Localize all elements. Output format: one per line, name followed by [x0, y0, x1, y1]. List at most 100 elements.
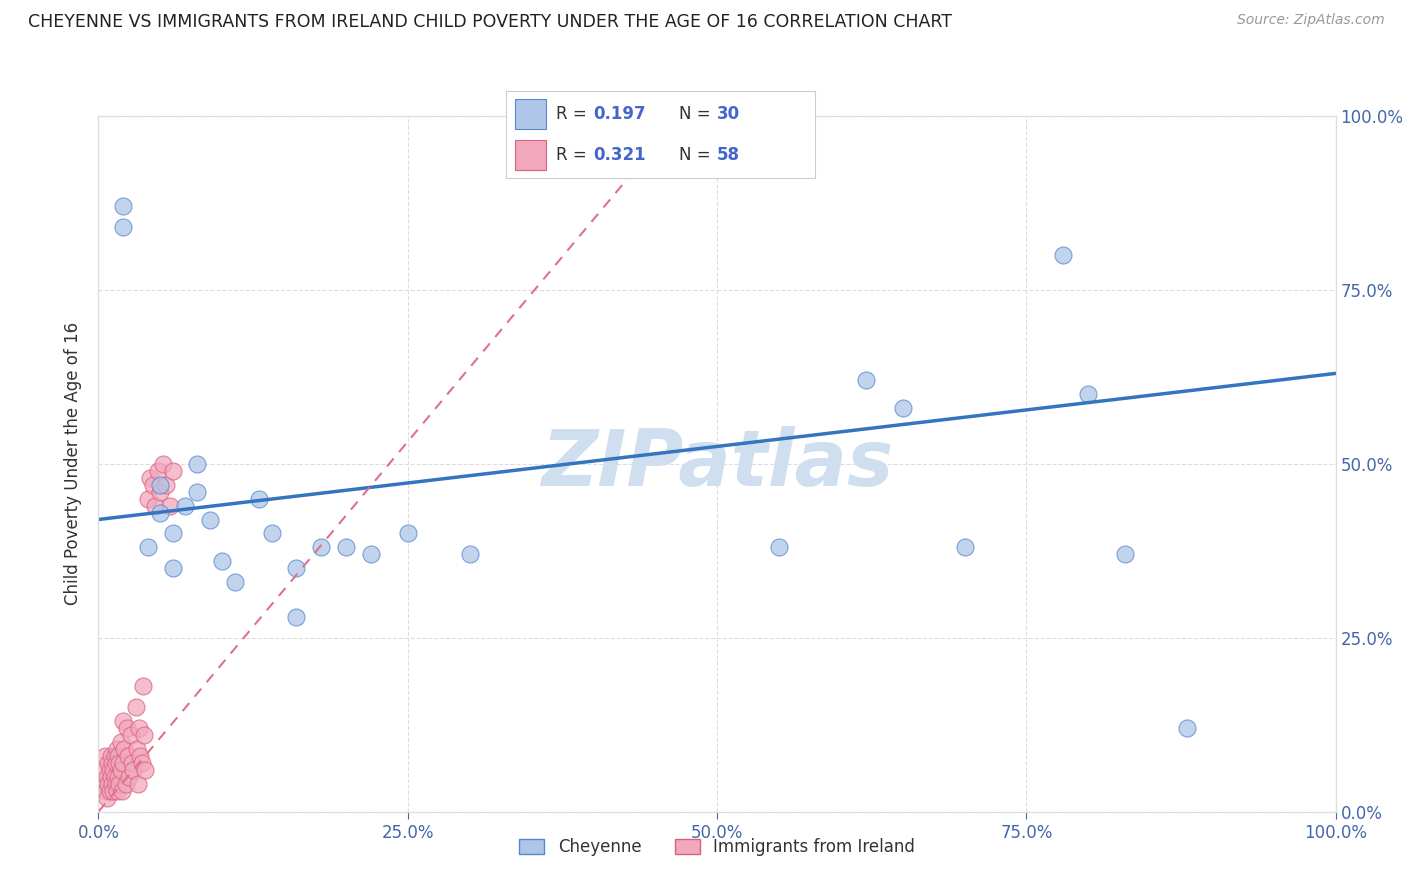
- Point: [112, 199, 135, 213]
- Point: [93, 763, 115, 777]
- Point: [360, 547, 382, 561]
- Point: [136, 541, 159, 555]
- Point: [112, 756, 135, 770]
- Text: Source: ZipAtlas.com: Source: ZipAtlas.com: [1237, 13, 1385, 28]
- Text: R =: R =: [555, 104, 592, 123]
- Point: [118, 770, 141, 784]
- Point: [134, 763, 156, 777]
- Text: 0.321: 0.321: [593, 145, 645, 164]
- Point: [103, 763, 125, 777]
- Point: [110, 735, 132, 749]
- Point: [335, 541, 357, 555]
- Text: 30: 30: [717, 104, 740, 123]
- Point: [159, 499, 181, 513]
- Point: [93, 777, 115, 791]
- Point: [128, 721, 150, 735]
- Point: [105, 742, 128, 756]
- Point: [112, 220, 135, 235]
- Point: [94, 784, 117, 798]
- Point: [96, 770, 118, 784]
- Point: [100, 749, 122, 764]
- Point: [101, 777, 124, 791]
- Text: 58: 58: [717, 145, 740, 164]
- Point: [125, 742, 148, 756]
- Point: [260, 526, 283, 541]
- Point: [97, 756, 120, 770]
- Point: [1077, 387, 1099, 401]
- Point: [103, 770, 125, 784]
- Point: [162, 561, 184, 575]
- Point: [131, 756, 153, 770]
- Point: [93, 749, 115, 764]
- Point: [285, 561, 308, 575]
- Point: [139, 471, 162, 485]
- Point: [129, 749, 152, 764]
- Point: [104, 777, 127, 791]
- Point: [142, 477, 165, 491]
- Point: [107, 770, 129, 784]
- Point: [111, 784, 134, 798]
- Text: 0.197: 0.197: [593, 104, 645, 123]
- Point: [149, 484, 172, 499]
- FancyBboxPatch shape: [516, 99, 547, 128]
- Point: [309, 541, 332, 555]
- Point: [127, 777, 149, 791]
- Point: [211, 554, 233, 568]
- Point: [855, 373, 877, 387]
- Point: [136, 491, 159, 506]
- Point: [186, 457, 208, 471]
- Point: [152, 457, 174, 471]
- Point: [108, 777, 131, 791]
- Point: [103, 784, 125, 798]
- Point: [768, 541, 790, 555]
- Point: [953, 541, 976, 555]
- Point: [110, 763, 132, 777]
- Point: [96, 790, 118, 805]
- Point: [149, 477, 172, 491]
- Point: [174, 499, 197, 513]
- Point: [112, 714, 135, 729]
- Point: [114, 777, 136, 791]
- Point: [112, 742, 135, 756]
- Point: [186, 484, 208, 499]
- Point: [198, 512, 221, 526]
- Point: [396, 526, 419, 541]
- Point: [285, 610, 308, 624]
- Legend: Cheyenne, Immigrants from Ireland: Cheyenne, Immigrants from Ireland: [513, 831, 921, 863]
- Point: [155, 477, 177, 491]
- Point: [134, 728, 156, 742]
- Point: [103, 749, 125, 764]
- Text: CHEYENNE VS IMMIGRANTS FROM IRELAND CHILD POVERTY UNDER THE AGE OF 16 CORRELATIO: CHEYENNE VS IMMIGRANTS FROM IRELAND CHIL…: [28, 13, 952, 31]
- Point: [108, 756, 131, 770]
- Text: R =: R =: [555, 145, 592, 164]
- Point: [1114, 547, 1136, 561]
- Text: N =: N =: [679, 145, 716, 164]
- Point: [115, 721, 138, 735]
- Point: [100, 770, 122, 784]
- Point: [247, 491, 270, 506]
- Y-axis label: Child Poverty Under the Age of 16: Child Poverty Under the Age of 16: [65, 322, 83, 606]
- Point: [98, 763, 121, 777]
- Point: [149, 506, 172, 520]
- Point: [107, 749, 129, 764]
- Point: [458, 547, 481, 561]
- Point: [143, 499, 166, 513]
- FancyBboxPatch shape: [516, 140, 547, 169]
- Point: [121, 756, 143, 770]
- Text: N =: N =: [679, 104, 716, 123]
- Point: [97, 777, 120, 791]
- Point: [162, 526, 184, 541]
- Point: [104, 756, 127, 770]
- Point: [105, 784, 128, 798]
- Point: [1175, 721, 1198, 735]
- Point: [124, 700, 146, 714]
- Point: [146, 464, 169, 478]
- Point: [1052, 248, 1074, 262]
- Point: [132, 680, 155, 694]
- Point: [101, 756, 124, 770]
- Point: [122, 763, 145, 777]
- Point: [891, 401, 914, 416]
- Point: [120, 728, 142, 742]
- Text: ZIPatlas: ZIPatlas: [541, 425, 893, 502]
- Point: [98, 784, 121, 798]
